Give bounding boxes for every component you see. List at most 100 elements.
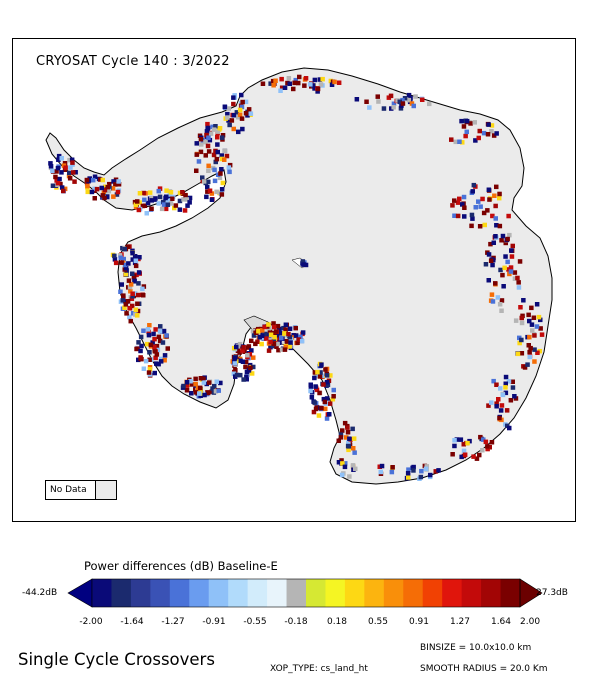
- crossover-pixel: [151, 331, 156, 337]
- crossover-pixel: [207, 188, 213, 193]
- colorbar-tick-label: -1.64: [120, 617, 144, 627]
- crossover-pixel: [226, 106, 231, 111]
- crossover-pixel: [529, 322, 535, 327]
- crossover-pixel: [340, 428, 345, 433]
- crossover-pixel: [503, 390, 509, 396]
- colorbar-max-label: 27.3dB: [536, 588, 568, 598]
- colorbar-tick-label: -0.18: [284, 617, 308, 627]
- crossover-pixel: [461, 442, 466, 447]
- crossover-pixel: [145, 341, 150, 347]
- crossover-pixel: [351, 446, 356, 451]
- crossover-pixel: [494, 382, 499, 387]
- crossover-pixel: [406, 92, 412, 98]
- colorbar-swatch: [208, 579, 229, 607]
- crossover-pixel: [135, 301, 140, 306]
- crossover-pixel: [130, 271, 135, 276]
- crossover-pixel: [295, 340, 300, 345]
- crossover-pixel: [388, 93, 394, 99]
- crossover-pixel: [92, 186, 97, 192]
- colorbar-swatch: [189, 579, 210, 607]
- crossover-pixel: [493, 216, 498, 221]
- crossover-pixel: [146, 329, 151, 335]
- crossover-pixel: [55, 165, 61, 171]
- crossover-pixel: [72, 179, 77, 184]
- crossover-pixel: [188, 382, 194, 387]
- crossover-pixel: [260, 328, 265, 333]
- crossover-pixel: [530, 328, 535, 333]
- crossover-pixel: [253, 328, 258, 333]
- crossover-pixel: [167, 192, 173, 198]
- crossover-pixel: [53, 174, 58, 180]
- crossover-pixel: [489, 400, 494, 405]
- crossover-pixel: [85, 183, 90, 189]
- crossover-pixel: [187, 195, 193, 201]
- crossover-pixel: [102, 195, 107, 201]
- crossover-pixel: [308, 82, 313, 87]
- crossover-pixel: [323, 367, 328, 372]
- crossover-pixel: [244, 374, 249, 380]
- crossover-pixel: [460, 140, 465, 145]
- crossover-pixel: [149, 206, 154, 211]
- crossover-pixel: [505, 259, 510, 265]
- crossover-pixel: [249, 371, 255, 376]
- colorbar-swatch: [150, 579, 171, 607]
- crossover-pixel: [183, 192, 188, 198]
- crossover-pixel: [182, 208, 188, 213]
- crossover-pixel: [201, 179, 207, 184]
- binsize-label: BINSIZE = 10.0x10.0 km: [420, 643, 532, 653]
- crossover-pixel: [538, 326, 543, 331]
- crossover-pixel: [198, 137, 204, 142]
- crossover-pixel: [336, 460, 342, 465]
- crossover-pixel: [486, 278, 491, 283]
- crossover-pixel: [224, 153, 230, 159]
- crossover-pixel: [506, 213, 511, 219]
- crossover-pixel: [324, 380, 330, 385]
- crossover-pixel: [100, 193, 106, 198]
- crossover-pixel: [458, 437, 464, 442]
- crossover-pixel: [498, 408, 504, 413]
- crossover-pixel: [206, 380, 212, 385]
- crossover-pixel: [515, 275, 520, 281]
- crossover-pixel: [278, 331, 283, 336]
- crossover-pixel: [215, 172, 221, 177]
- crossover-pixel: [168, 190, 174, 195]
- crossover-pixel: [205, 125, 211, 131]
- crossover-pixel: [538, 317, 543, 323]
- crossover-pixel: [367, 105, 372, 110]
- crossover-pixel: [381, 106, 387, 111]
- crossover-pixel: [134, 346, 139, 352]
- crossover-pixel: [105, 194, 110, 200]
- crossover-pixel: [197, 385, 203, 391]
- crossover-pixel: [322, 399, 328, 405]
- crossover-pixel: [147, 190, 153, 195]
- crossover-pixel: [507, 271, 512, 277]
- crossover-pixel: [494, 401, 499, 406]
- crossover-pixel: [328, 373, 333, 378]
- crossover-pixel: [516, 280, 521, 285]
- crossover-pixel: [59, 156, 64, 161]
- crossover-pixel: [473, 205, 478, 210]
- crossover-pixel: [219, 153, 224, 158]
- crossover-pixel: [156, 201, 161, 206]
- xop-type-label: XOP_TYPE: cs_land_ht: [270, 664, 368, 674]
- crossover-pixel: [133, 258, 139, 263]
- crossover-pixel: [282, 85, 288, 90]
- crossover-pixel: [142, 197, 147, 203]
- crossover-pixel: [313, 406, 319, 412]
- colorbar-tick-label: -0.55: [243, 617, 267, 627]
- crossover-pixel: [153, 327, 158, 332]
- crossover-pixel: [126, 261, 131, 266]
- crossover-pixel: [127, 314, 132, 320]
- crossover-pixel: [528, 345, 533, 351]
- crossover-pixel: [120, 245, 125, 251]
- crossover-pixel: [140, 286, 145, 292]
- crossover-pixel: [128, 282, 134, 287]
- crossover-pixel: [157, 194, 163, 200]
- crossover-pixel: [364, 99, 369, 104]
- map-title: CRYOSAT Cycle 140 : 3/2022: [36, 54, 230, 69]
- crossover-pixel: [184, 383, 190, 388]
- crossover-pixel: [517, 259, 523, 264]
- crossover-pixel: [291, 86, 296, 92]
- crossover-pixel: [512, 276, 518, 281]
